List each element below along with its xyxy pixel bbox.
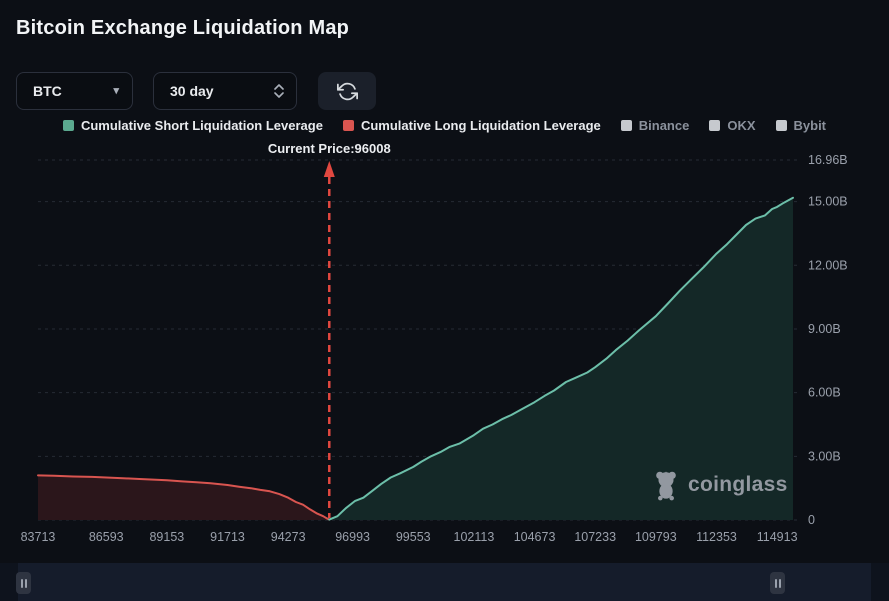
y-axis-tick-label: 0	[808, 513, 815, 527]
y-axis-tick-label: 3.00B	[808, 449, 841, 463]
x-axis-tick-label: 109793	[635, 530, 677, 544]
legend-label: Cumulative Short Liquidation Leverage	[80, 118, 323, 133]
chevron-down-icon: ▾	[113, 84, 119, 97]
series-line-short	[328, 196, 794, 521]
x-axis-tick-label: 94273	[271, 530, 306, 544]
x-axis-tick-label: 86593	[89, 530, 124, 544]
watermark: coinglass	[652, 468, 788, 502]
series-area-long	[38, 475, 330, 520]
current-price-label: Current Price:96008	[268, 141, 391, 156]
legend-swatch	[775, 120, 787, 131]
y-axis-tick-label: 12.00B	[808, 258, 848, 272]
x-axis-tick-label: 114913	[757, 530, 798, 544]
x-axis-tick-label: 107233	[574, 530, 616, 544]
symbol-select-value: BTC	[33, 83, 62, 99]
refresh-icon	[336, 82, 358, 100]
x-axis-tick-label: 102113	[454, 530, 495, 544]
pause-bars-icon	[774, 578, 777, 588]
y-axis-tick-label: 6.00B	[808, 386, 841, 400]
legend-swatch	[620, 120, 632, 131]
legend-swatch	[342, 120, 354, 131]
x-axis-tick-label: 104673	[514, 530, 556, 544]
stepper-icons	[274, 84, 284, 98]
current-price-arrow-icon	[323, 161, 335, 177]
legend-label: Binance	[638, 118, 690, 133]
legend-swatch	[62, 120, 74, 131]
legend: Cumulative Short Liquidation Leverage Cum…	[0, 118, 889, 133]
watermark-text: coinglass	[688, 473, 788, 496]
chevron-down-icon	[274, 92, 284, 98]
y-axis-tick-label: 9.00B	[808, 322, 841, 336]
x-axis-tick-label: 99553	[396, 530, 431, 544]
pause-bars-icon	[20, 578, 23, 588]
legend-label: Bybit	[793, 118, 827, 133]
range-select-value: 30 day	[170, 83, 214, 99]
navigator-track[interactable]	[18, 563, 871, 601]
navigator-handle-right[interactable]	[770, 572, 785, 594]
y-axis-tick-label: 15.00B	[808, 195, 848, 209]
legend-item-bybit[interactable]: Bybit	[775, 118, 827, 133]
legend-item-cumulative-long-liquidation-leverage[interactable]: Cumulative Long Liquidation Leverage	[342, 118, 601, 133]
x-axis-tick-label: 89153	[149, 530, 184, 544]
navigator-handle-left[interactable]	[16, 572, 31, 594]
legend-item-binance[interactable]: Binance	[620, 118, 690, 133]
legend-label: OKX	[727, 118, 756, 133]
x-axis-tick-label: 83713	[21, 530, 56, 544]
symbol-select[interactable]: BTC ▾	[16, 72, 133, 110]
series-line-long	[37, 474, 331, 521]
range-navigator	[0, 563, 889, 601]
coinglass-bear-icon	[656, 471, 676, 501]
legend-swatch	[709, 120, 721, 131]
range-select[interactable]: 30 day	[153, 72, 297, 110]
legend-item-cumulative-short-liquidation-leverage[interactable]: Cumulative Short Liquidation Leverage	[62, 118, 323, 133]
refresh-button[interactable]	[318, 72, 376, 110]
y-axis-tick-label: 16.96B	[808, 153, 848, 167]
x-axis-tick-label: 112353	[696, 530, 737, 544]
page-title: Bitcoin Exchange Liquidation Map	[16, 17, 350, 39]
x-axis-tick-label: 96993	[335, 530, 370, 544]
x-axis-tick-label: 91713	[210, 530, 245, 544]
series-area-short	[329, 197, 793, 521]
legend-label: Cumulative Long Liquidation Leverage	[360, 118, 601, 133]
legend-item-okx[interactable]: OKX	[709, 118, 756, 133]
chevron-up-icon	[274, 84, 284, 90]
